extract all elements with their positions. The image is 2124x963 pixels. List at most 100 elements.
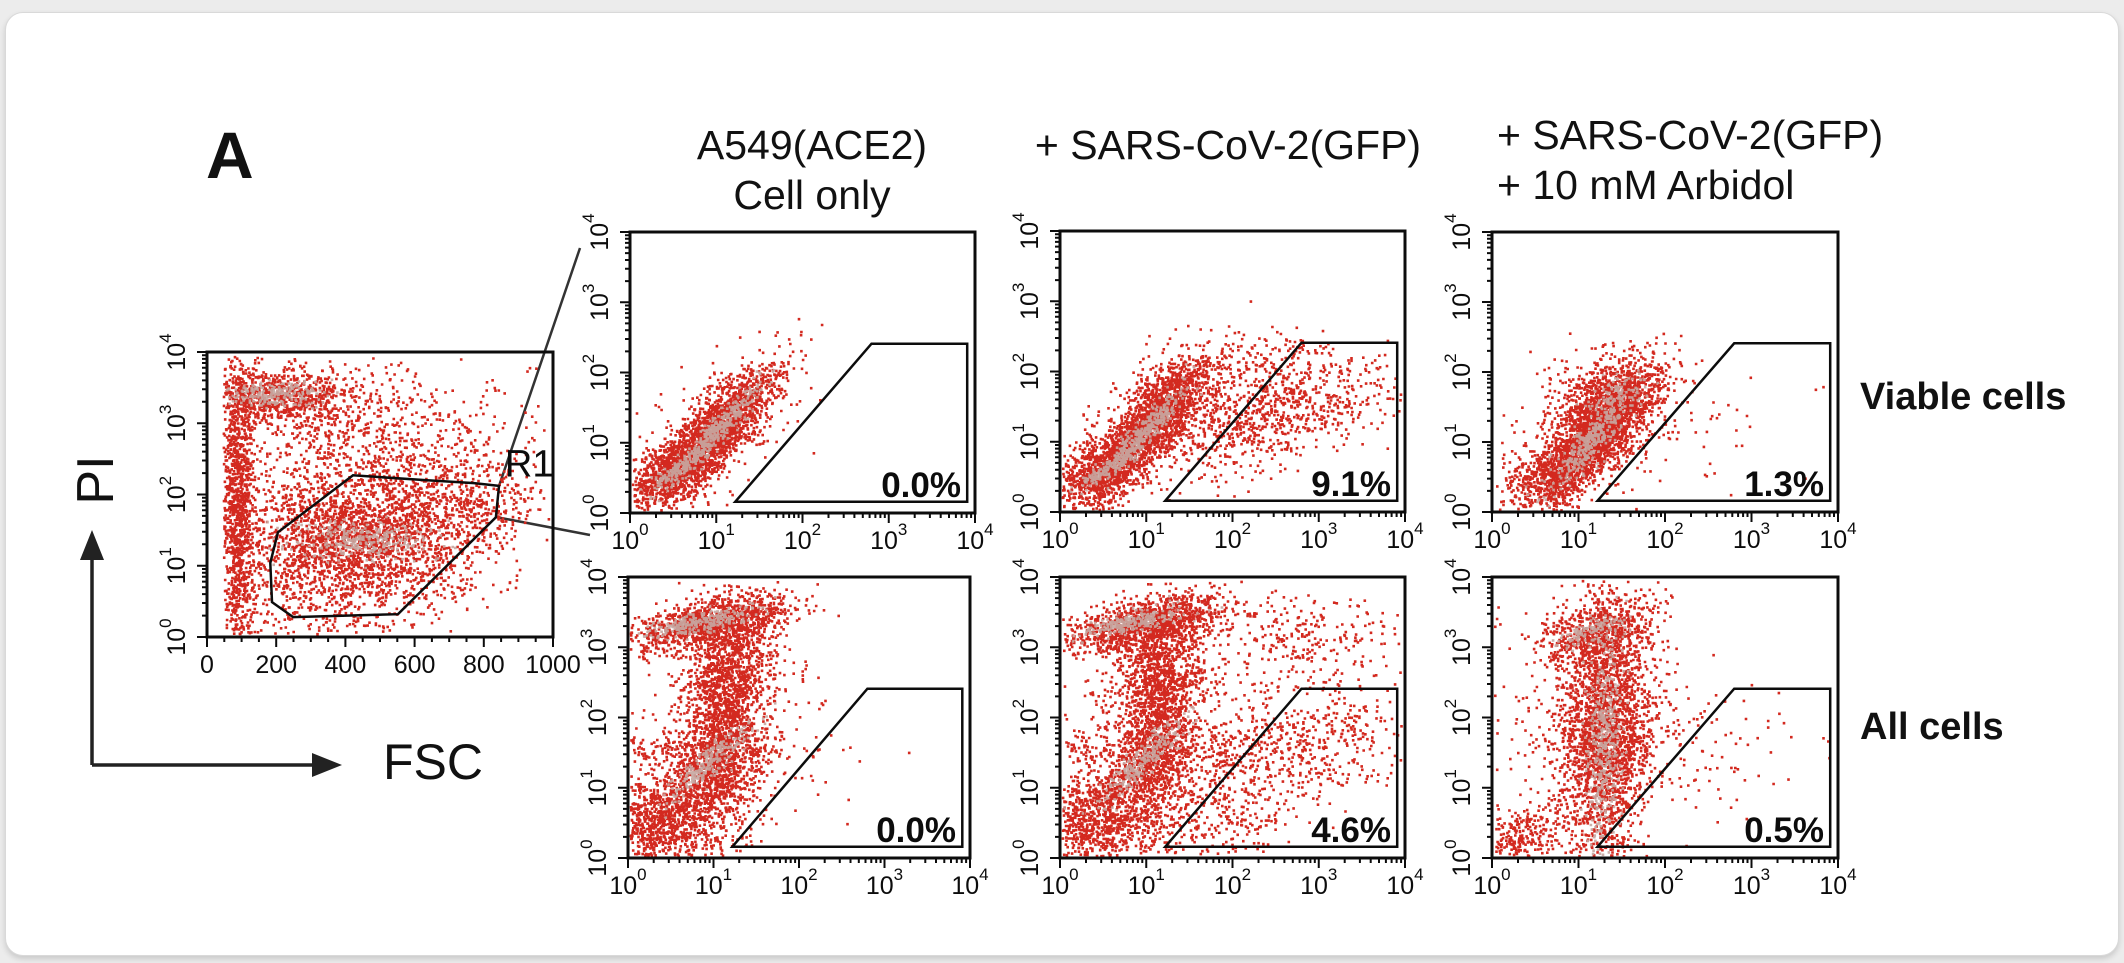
svg-text:100: 100 bbox=[1009, 493, 1044, 530]
svg-text:200: 200 bbox=[255, 651, 297, 679]
svg-text:102: 102 bbox=[579, 354, 614, 391]
svg-text:101: 101 bbox=[1128, 865, 1165, 900]
column-header-line: + SARS-CoV-2(GFP) bbox=[1034, 122, 1422, 168]
svg-text:103: 103 bbox=[1733, 865, 1770, 900]
svg-text:103: 103 bbox=[1441, 283, 1476, 320]
svg-text:400: 400 bbox=[325, 651, 367, 679]
gate-percentage: 0.0% bbox=[876, 811, 956, 850]
svg-text:100: 100 bbox=[1473, 865, 1510, 900]
svg-text:104: 104 bbox=[577, 558, 612, 595]
axis-ticks bbox=[1050, 230, 1406, 522]
svg-text:101: 101 bbox=[1560, 865, 1597, 900]
svg-text:100: 100 bbox=[1441, 493, 1476, 530]
column-header-line: + 10 mM Arbidol bbox=[1497, 162, 1795, 208]
svg-text:100: 100 bbox=[579, 494, 614, 531]
svg-text:103: 103 bbox=[866, 865, 903, 900]
axis-ticks bbox=[1482, 576, 1839, 868]
svg-text:100: 100 bbox=[577, 839, 612, 876]
svg-text:103: 103 bbox=[579, 284, 614, 321]
scatter-density-core bbox=[1551, 595, 1632, 857]
gate-percentage: 4.6% bbox=[1311, 811, 1391, 850]
axis-ticks bbox=[618, 576, 971, 868]
svg-text:104: 104 bbox=[1441, 213, 1476, 250]
axis-ticks bbox=[1050, 576, 1406, 868]
fsc-axis-label: FSC bbox=[383, 734, 483, 790]
gate-outline bbox=[729, 687, 964, 849]
axis-ticks bbox=[620, 231, 976, 523]
scatter-dots bbox=[1061, 580, 1403, 858]
svg-text:101: 101 bbox=[1009, 769, 1044, 806]
flow-plot-viable-arbidol: 100 101 102 103 104 100 101 102 103 104 1.3% bbox=[1432, 187, 1878, 575]
svg-text:101: 101 bbox=[1009, 423, 1044, 460]
svg-text:102: 102 bbox=[1441, 699, 1476, 736]
scatter-density-core bbox=[639, 369, 776, 503]
svg-text:101: 101 bbox=[577, 769, 612, 806]
svg-text:103: 103 bbox=[1009, 283, 1044, 320]
svg-text:102: 102 bbox=[1009, 699, 1044, 736]
svg-text:800: 800 bbox=[463, 651, 505, 679]
gate-outline bbox=[269, 474, 501, 619]
gate-percentage: 0.0% bbox=[881, 466, 961, 505]
scatter-density-core bbox=[1524, 369, 1659, 508]
svg-text:104: 104 bbox=[156, 333, 191, 370]
flow-plot-all-virus: 100 101 102 103 104 100 101 102 103 104 4.6% bbox=[1000, 532, 1445, 921]
gate-percentage: 9.1% bbox=[1311, 465, 1391, 504]
flow-plot-viable-virus: 100 101 102 103 104 100 101 102 103 104 9.1% bbox=[1000, 186, 1445, 575]
column-header-line: A549(ACE2) bbox=[696, 122, 928, 168]
svg-text:100: 100 bbox=[1441, 839, 1476, 876]
row-label-all-cells: All cells bbox=[1860, 706, 2004, 748]
svg-text:0: 0 bbox=[200, 651, 214, 679]
svg-text:102: 102 bbox=[577, 699, 612, 736]
svg-text:1000: 1000 bbox=[525, 651, 581, 679]
svg-text:102: 102 bbox=[780, 865, 817, 900]
gate-outline bbox=[732, 342, 969, 504]
row-label-viable-cells: Viable cells bbox=[1860, 376, 2067, 418]
svg-text:104: 104 bbox=[1009, 212, 1044, 249]
scatter-dots bbox=[629, 581, 911, 858]
flow-plot-viable-cell-only: 100 101 102 103 104 100 101 102 103 104 0.0% bbox=[570, 187, 1015, 576]
gate-percentage: 0.5% bbox=[1744, 811, 1824, 850]
svg-text:102: 102 bbox=[1646, 865, 1683, 900]
svg-text:100: 100 bbox=[1009, 839, 1044, 876]
column-header-arbidol: + SARS-CoV-2(GFP) + 10 mM Arbidol bbox=[1497, 110, 1883, 210]
gate-percentage: 1.3% bbox=[1744, 465, 1824, 504]
pi-axis-label: PI bbox=[67, 455, 125, 505]
svg-text:103: 103 bbox=[577, 629, 612, 666]
gate-outline bbox=[1594, 342, 1832, 503]
svg-text:100: 100 bbox=[609, 865, 646, 900]
svg-text:103: 103 bbox=[1300, 865, 1337, 900]
flow-plot-all-arbidol: 100 101 102 103 104 100 101 102 103 104 0.5% bbox=[1432, 532, 1878, 921]
axis-ticks bbox=[1482, 231, 1839, 522]
svg-text:100: 100 bbox=[156, 618, 191, 655]
svg-text:600: 600 bbox=[394, 651, 436, 679]
column-header-cell-only: A549(ACE2) Cell only bbox=[612, 120, 1012, 220]
scatter-dots bbox=[222, 355, 551, 636]
gate-outline bbox=[1162, 687, 1399, 849]
gate-outline bbox=[1594, 687, 1832, 849]
column-header-virus: + SARS-CoV-2(GFP) bbox=[1028, 120, 1428, 170]
svg-text:101: 101 bbox=[695, 865, 732, 900]
svg-text:101: 101 bbox=[1441, 769, 1476, 806]
svg-text:104: 104 bbox=[951, 865, 988, 900]
svg-text:103: 103 bbox=[1009, 629, 1044, 666]
svg-text:102: 102 bbox=[1441, 353, 1476, 390]
flow-plot-all-cell-only: 100 101 102 103 104 100 101 102 103 104 0.0% bbox=[568, 532, 1010, 921]
scatter-density-core bbox=[1069, 363, 1203, 496]
svg-text:101: 101 bbox=[579, 424, 614, 461]
svg-text:100: 100 bbox=[1041, 865, 1078, 900]
gate-outline bbox=[1162, 341, 1399, 503]
svg-text:104: 104 bbox=[1441, 558, 1476, 595]
svg-text:101: 101 bbox=[156, 547, 191, 584]
svg-text:102: 102 bbox=[1009, 353, 1044, 390]
svg-text:104: 104 bbox=[579, 213, 614, 250]
svg-text:104: 104 bbox=[1009, 558, 1044, 595]
svg-text:104: 104 bbox=[1386, 865, 1423, 900]
svg-text:103: 103 bbox=[1441, 629, 1476, 666]
svg-text:104: 104 bbox=[1819, 865, 1856, 900]
panel-label: A bbox=[206, 118, 254, 192]
scatter-dots bbox=[1061, 300, 1403, 512]
svg-text:102: 102 bbox=[1214, 865, 1251, 900]
column-header-line: Cell only bbox=[733, 172, 891, 218]
svg-text:101: 101 bbox=[1441, 423, 1476, 460]
